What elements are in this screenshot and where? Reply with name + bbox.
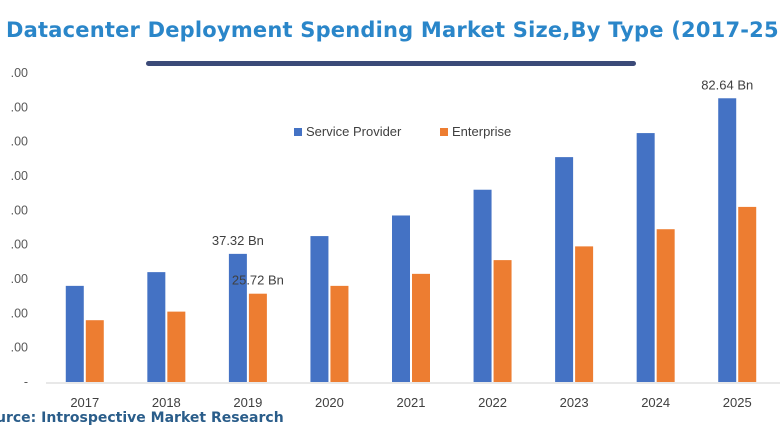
data-label: 25.72 Bn — [232, 273, 284, 288]
bar-enterprise-2024 — [656, 229, 675, 382]
bar-service-provider-2023 — [555, 157, 574, 382]
bar-service-provider-2025 — [718, 98, 737, 382]
bar-enterprise-2021 — [412, 273, 430, 382]
legend-label: Service Provider — [306, 124, 402, 139]
x-tick-label: 2025 — [723, 395, 752, 410]
bar-enterprise-2023 — [575, 246, 594, 382]
chart-legend: Service Provider Enterprise — [294, 124, 511, 139]
bar-enterprise-2019 — [248, 293, 267, 382]
bar-service-provider-2017 — [65, 285, 84, 382]
bar-enterprise-2017 — [85, 320, 104, 382]
legend-label: Enterprise — [452, 124, 511, 139]
title-underline — [146, 61, 636, 66]
y-tick-label: - — [24, 375, 28, 389]
data-label: 82.64 Bn — [701, 77, 753, 92]
legend-swatch-enterprise — [440, 128, 448, 136]
y-tick-label: .00 — [11, 272, 28, 286]
x-tick-label: 2020 — [315, 395, 344, 410]
x-tick-label: 2022 — [478, 395, 507, 410]
x-tick-label: 2019 — [233, 395, 262, 410]
y-tick-label: .00 — [11, 203, 28, 217]
chart-bars — [65, 98, 757, 382]
legend-swatch-service-provider — [294, 128, 302, 136]
bar-enterprise-2018 — [167, 311, 186, 382]
x-tick-label: 2024 — [641, 395, 670, 410]
y-tick-label: .00 — [11, 169, 28, 183]
x-tick-label: 2018 — [152, 395, 181, 410]
bar-enterprise-2022 — [493, 260, 512, 382]
x-tick-label: 2023 — [560, 395, 589, 410]
bar-service-provider-2020 — [310, 236, 329, 382]
y-tick-label: .00 — [11, 341, 28, 355]
y-tick-label: .00 — [11, 238, 28, 252]
y-tick-label: .00 — [11, 100, 28, 114]
bar-service-provider-2018 — [147, 272, 166, 382]
chart-annotations: 37.32 Bn 25.72 Bn 82.64 Bn — [212, 77, 753, 287]
x-tick-label: 2021 — [397, 395, 426, 410]
bar-service-provider-2021 — [392, 215, 410, 382]
chart-title: Datacenter Deployment Spending Market Si… — [6, 18, 779, 42]
y-tick-label: .00 — [11, 306, 28, 320]
bar-service-provider-2024 — [636, 133, 655, 382]
x-tick-label: 2017 — [70, 395, 99, 410]
bar-enterprise-2020 — [330, 285, 349, 382]
bar-service-provider-2022 — [473, 189, 492, 382]
source-credit: urce: Introspective Market Research — [0, 410, 284, 426]
data-label: 37.32 Bn — [212, 233, 264, 248]
y-tick-label: .00 — [11, 135, 28, 149]
y-tick-label: .00 — [11, 66, 28, 80]
bar-service-provider-2019 — [228, 253, 247, 382]
chart-axes: - .00 .00 .00 .00 .00 .00 .00 .00 .00 2017 2018 2019… — [11, 66, 780, 410]
bar-enterprise-2025 — [738, 206, 757, 382]
